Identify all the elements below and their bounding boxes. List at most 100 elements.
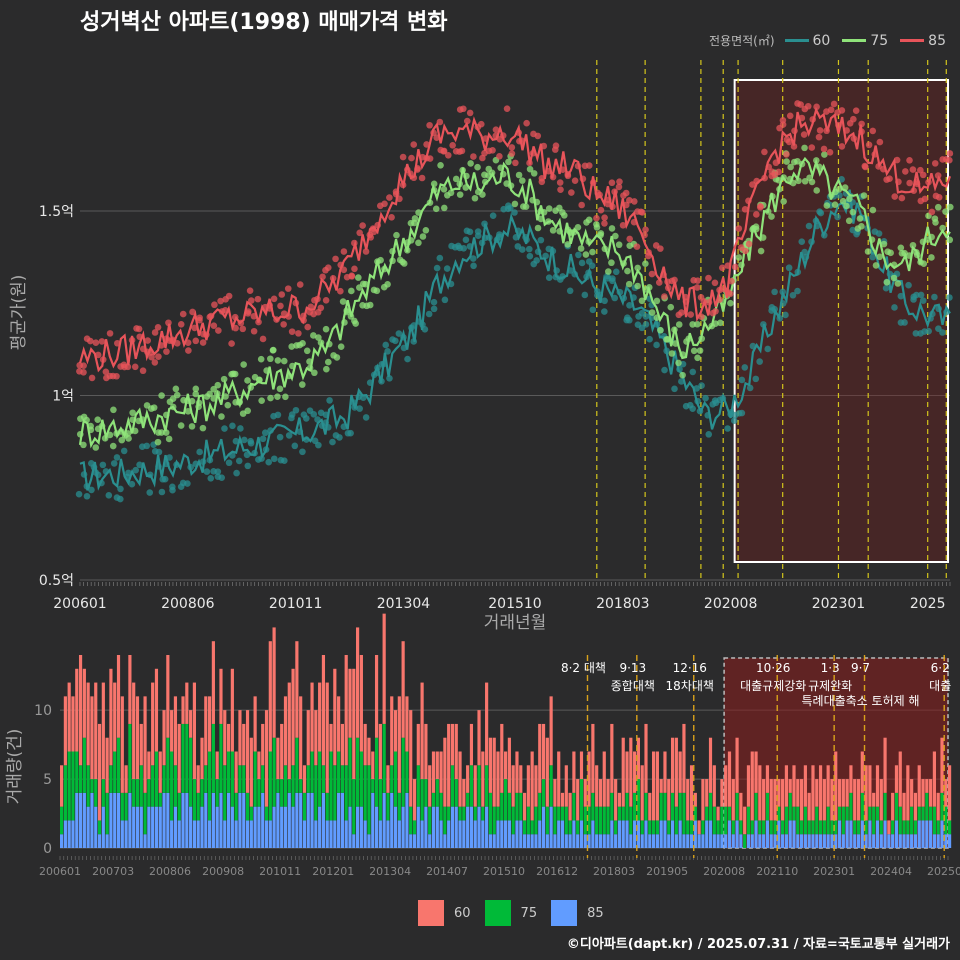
price-point-75 xyxy=(813,187,820,194)
legend-title: 전용면적(㎡) xyxy=(708,34,775,48)
price-point-75 xyxy=(324,358,332,366)
price-point-75 xyxy=(199,424,207,432)
price-point-75 xyxy=(373,287,381,295)
volume-bar-75 xyxy=(712,806,716,835)
price-point-85 xyxy=(466,109,474,117)
price-point-85 xyxy=(876,138,884,146)
volume-bar-60 xyxy=(272,627,276,738)
volume-bar-75 xyxy=(667,820,671,835)
volume-bar-60 xyxy=(264,710,269,807)
price-point-60 xyxy=(661,366,668,374)
price-point-75 xyxy=(934,203,942,211)
volume-bar-60 xyxy=(746,765,751,807)
price-point-85 xyxy=(217,297,224,305)
volume-bar-85 xyxy=(158,806,162,848)
volume-bar-85 xyxy=(412,834,417,848)
policy-annotation-date: 12·16 xyxy=(673,661,707,675)
price-point-60 xyxy=(136,461,143,469)
price-x-tick-label: 201011 xyxy=(269,596,322,612)
price-point-75 xyxy=(648,309,656,316)
volume-bar-75 xyxy=(363,765,367,821)
price-point-85 xyxy=(426,155,434,162)
volume-bar-85 xyxy=(481,820,485,848)
volume-bar-60 xyxy=(898,751,902,807)
volume-bar-85 xyxy=(629,834,633,848)
volume-x-tick-label: 200601 xyxy=(39,865,81,878)
volume-bar-75 xyxy=(143,792,147,835)
volume-bar-85 xyxy=(837,820,842,848)
price-point-85 xyxy=(340,248,348,255)
volume-bar-75 xyxy=(633,792,637,821)
price-point-60 xyxy=(913,291,920,299)
volume-bar-60 xyxy=(667,779,671,821)
volume-bar-75 xyxy=(856,820,861,835)
volume-bar-75 xyxy=(113,751,117,793)
volume-bar-85 xyxy=(378,820,382,848)
price-point-60 xyxy=(470,262,477,270)
volume-bar-75 xyxy=(921,806,925,821)
volume-bar-60 xyxy=(435,751,439,780)
volume-bar-85 xyxy=(648,834,652,848)
volume-bar-60 xyxy=(481,751,485,807)
price-point-85 xyxy=(742,247,749,255)
volume-bar-75 xyxy=(929,806,933,821)
volume-bar-60 xyxy=(868,765,872,807)
price-point-60 xyxy=(347,429,354,437)
volume-bar-60 xyxy=(758,765,762,821)
price-point-60 xyxy=(756,358,763,365)
volume-bar-75 xyxy=(120,792,124,821)
price-point-85 xyxy=(631,198,638,205)
volume-bar-75 xyxy=(534,806,538,835)
volume-bar-75 xyxy=(299,779,303,793)
price-point-75 xyxy=(303,347,311,355)
price-point-75 xyxy=(118,436,126,444)
price-point-85 xyxy=(523,119,530,127)
price-point-85 xyxy=(408,154,415,162)
volume-bar-75 xyxy=(211,723,215,793)
volume-bar-85 xyxy=(762,834,766,848)
price-point-85 xyxy=(304,323,312,331)
volume-bar-85 xyxy=(151,806,155,848)
volume-bar-75 xyxy=(268,751,272,821)
price-point-75 xyxy=(440,185,448,193)
volume-bar-75 xyxy=(128,723,132,793)
volume-bar-60 xyxy=(90,696,94,780)
volume-bar-85 xyxy=(541,806,546,848)
volume-bar-85 xyxy=(633,820,637,848)
volume-bar-85 xyxy=(773,834,777,848)
volume-bar-60 xyxy=(485,682,489,766)
price-point-85 xyxy=(893,156,901,164)
volume-bar-60 xyxy=(367,737,371,766)
volume-bar-75 xyxy=(435,779,439,807)
volume-bar-85 xyxy=(948,834,952,848)
volume-bar-75 xyxy=(579,779,584,821)
price-point-75 xyxy=(928,254,935,261)
volume-bars xyxy=(60,613,952,848)
volume-bar-85 xyxy=(769,834,773,848)
volume-bar-75 xyxy=(132,779,136,807)
price-point-85 xyxy=(626,235,633,243)
volume-bar-75 xyxy=(280,779,284,807)
volume-bar-85 xyxy=(754,820,758,848)
volume-bar-60 xyxy=(462,779,466,807)
volume-bar-85 xyxy=(367,834,371,848)
volume-bar-60 xyxy=(507,737,511,793)
volume-bar-60 xyxy=(929,779,933,807)
price-point-60 xyxy=(270,455,278,463)
price-point-75 xyxy=(545,205,553,212)
volume-bar-75 xyxy=(450,765,455,807)
volume-bar-60 xyxy=(849,765,853,793)
volume-bar-75 xyxy=(872,806,876,835)
volume-bar-60 xyxy=(268,641,272,752)
volume-bar-85 xyxy=(879,834,883,848)
volume-bar-85 xyxy=(906,834,910,848)
price-point-85 xyxy=(496,153,503,160)
price-point-75 xyxy=(577,245,585,252)
volume-bar-75 xyxy=(135,779,140,807)
price-point-60 xyxy=(110,460,118,467)
price-point-85 xyxy=(351,265,358,273)
volume-bar-85 xyxy=(621,820,625,848)
volume-bar-85 xyxy=(124,820,128,848)
price-point-85 xyxy=(225,292,233,300)
volume-bar-75 xyxy=(868,806,872,821)
